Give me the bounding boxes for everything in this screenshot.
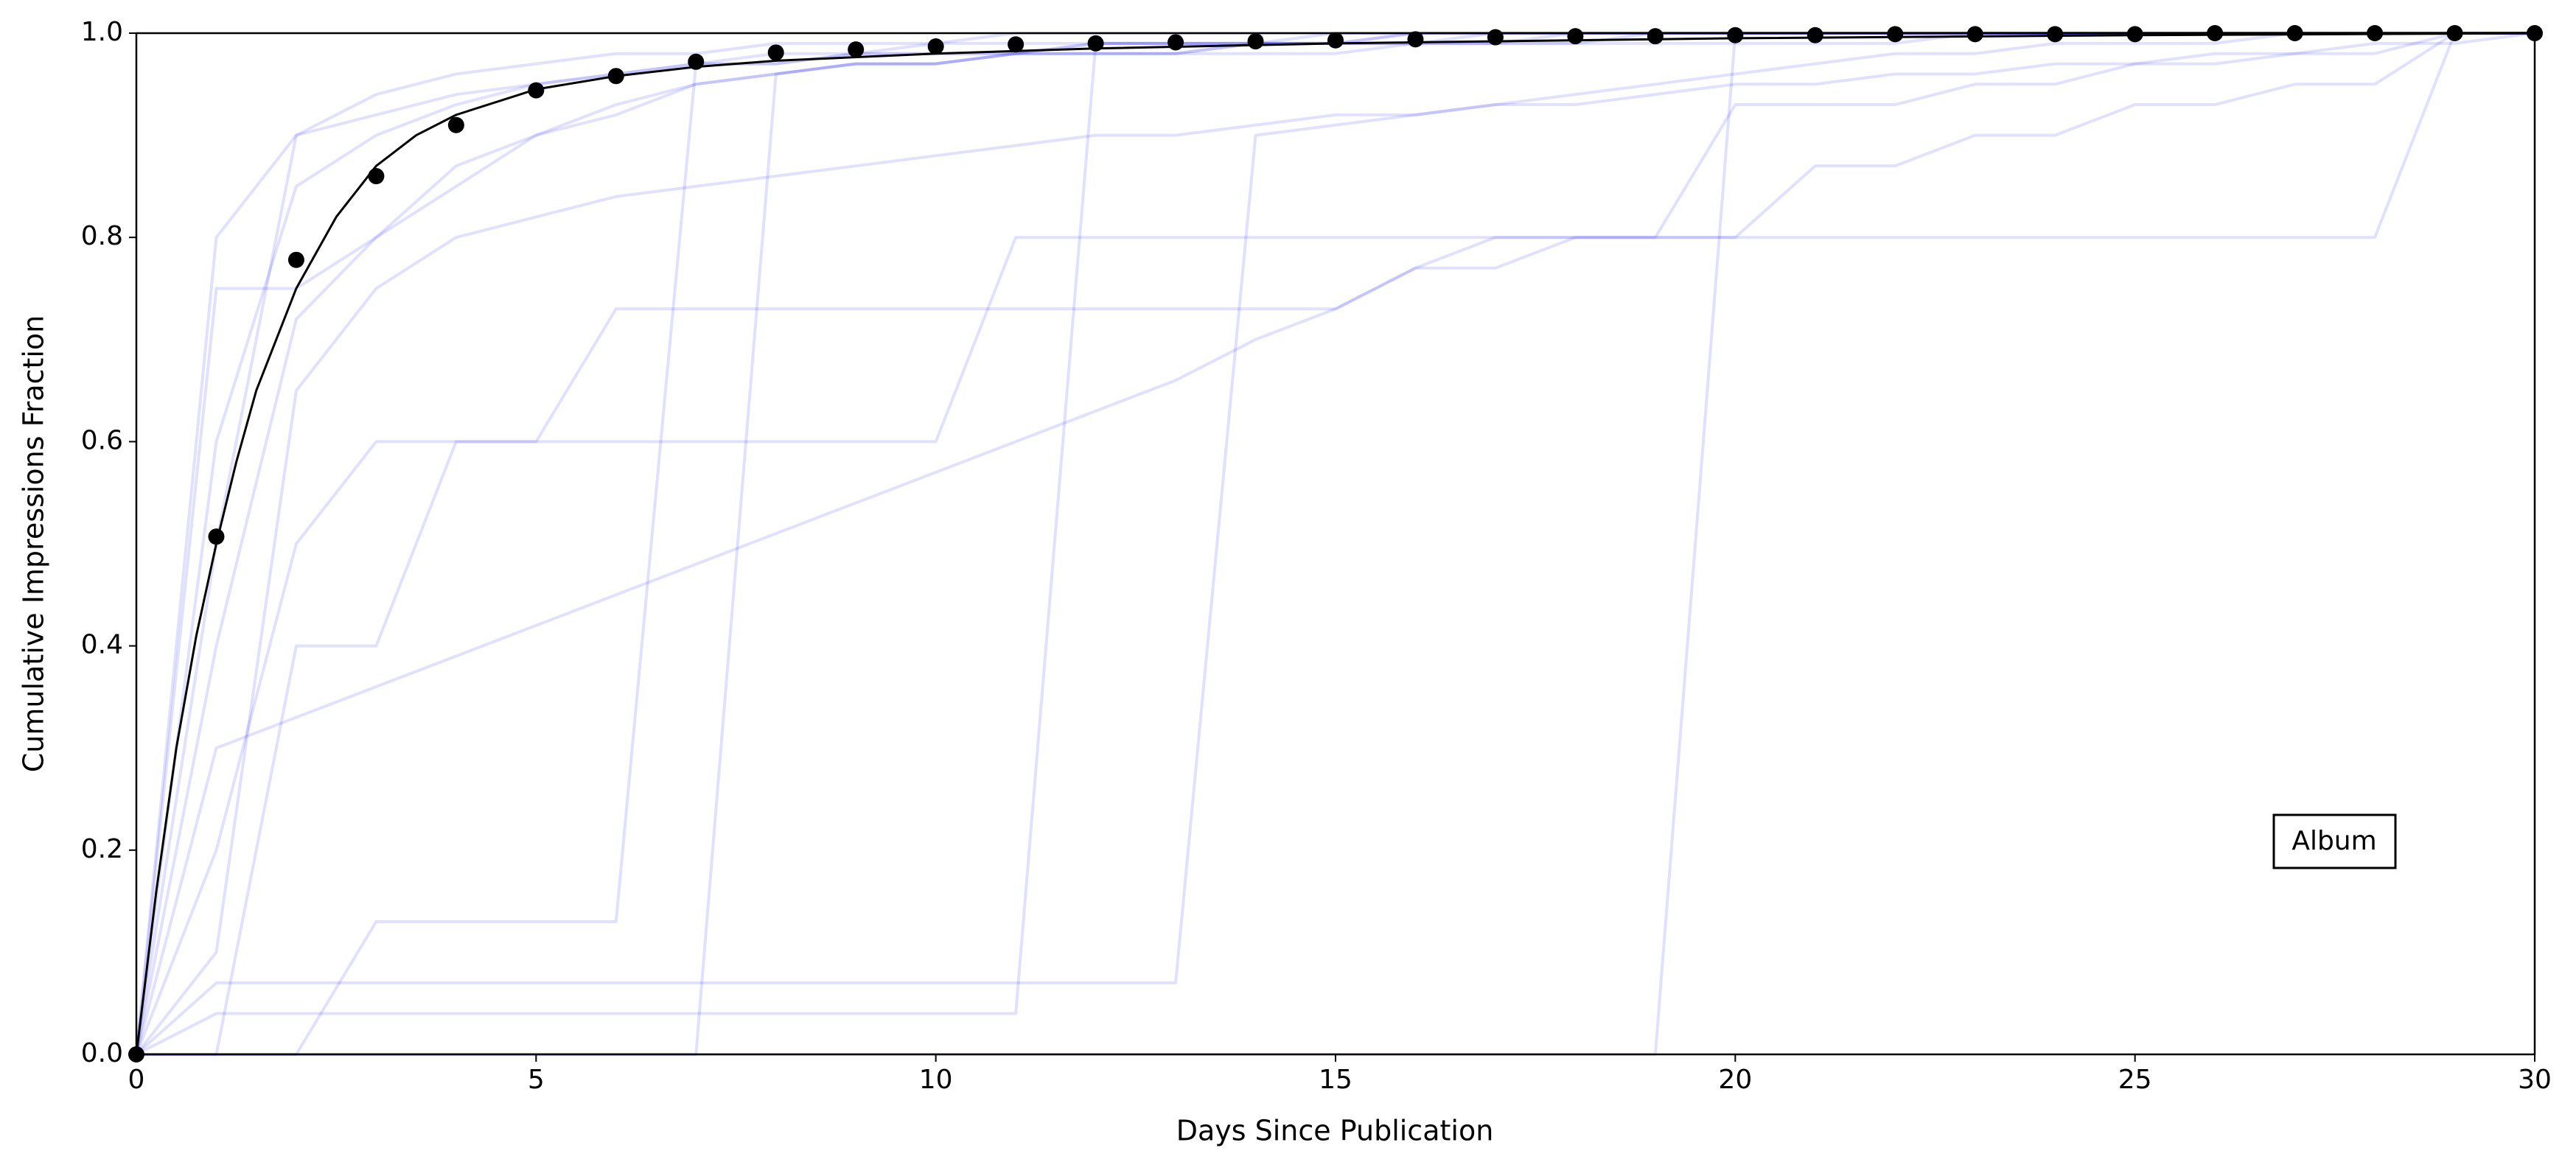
mean-point [1887,26,1904,43]
mean-point [1407,31,1424,48]
item-curve [135,32,2535,1055]
item-curve [136,32,2535,1056]
y-tick-label: 0.2 [81,834,123,864]
mean-point [767,44,784,61]
y-tick-label: 1.0 [81,17,123,47]
x-tick-label: 25 [2118,1065,2152,1095]
mean-point [1727,27,1744,43]
mean-point [1647,28,1664,45]
y-axis-label: Cumulative Impressions Fraction [18,315,50,773]
mean-point [927,38,944,55]
mean-point [688,53,705,70]
plot-frame [135,32,2536,1056]
item-curve [135,32,2535,1056]
y-tick-label: 0.4 [81,630,123,660]
item-curve [135,32,2535,1055]
mean-point [1567,28,1584,45]
item-curve [136,32,2535,1056]
mean-point [2126,26,2143,43]
annotation-box [2272,813,2397,869]
x-tick-label: 30 [2518,1065,2552,1095]
item-curve [135,32,2535,1055]
mean-point [528,82,545,99]
mean-point [2047,26,2064,43]
item-curve [136,32,2535,1056]
item-curve [136,32,2535,1056]
mean-point [848,41,865,58]
y-tick-label: 0.6 [81,425,123,455]
item-curve [136,32,2535,1056]
mean-point [1247,33,1264,50]
item-curve [135,32,2535,1055]
x-tick-label: 15 [1319,1065,1352,1095]
item-curve [135,32,2535,1056]
mean-point [368,168,385,185]
item-curve [135,32,2535,1055]
item-curve [135,32,2535,1055]
mean-point [1487,29,1504,46]
mean-point [447,116,464,133]
mean-point [1966,26,1983,43]
mean-point [1807,27,1823,43]
x-tick-label: 20 [1718,1065,1752,1095]
y-tick-label: 0.8 [81,221,123,251]
y-tick-label: 0.0 [81,1038,123,1068]
x-axis-label: Days Since Publication [1176,1115,1494,1147]
mean-point [1167,34,1184,51]
x-tick-label: 5 [528,1065,545,1095]
item-curve [135,32,2535,1055]
mean-point [607,68,624,85]
mean-point [1087,35,1104,52]
annotation: Album [2291,826,2376,856]
fit-curve [135,32,2535,1055]
mean-point [287,251,304,268]
x-tick-label: 10 [919,1065,953,1095]
mean-point [1327,32,1344,49]
mean-point [1008,36,1025,53]
mean-point [208,528,225,545]
x-tick-label: 0 [128,1065,145,1095]
